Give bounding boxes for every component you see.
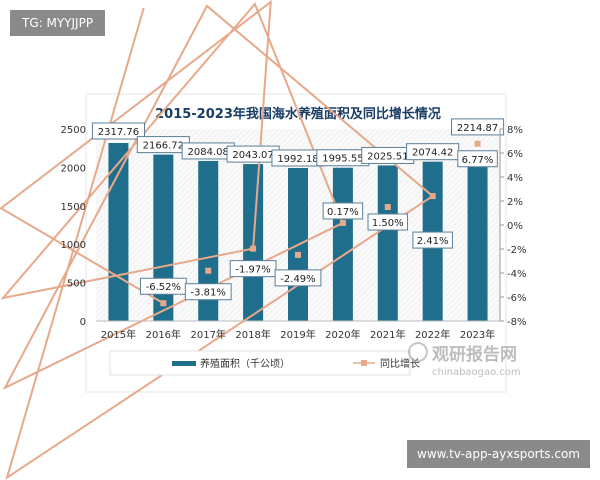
line-label: -6.52% — [146, 282, 181, 293]
x-tick: 2015年 — [101, 328, 136, 341]
line-label: -1.97% — [235, 265, 270, 276]
growth-line — [0, 0, 435, 480]
line-label: -3.81% — [191, 288, 226, 299]
line-label-box — [229, 260, 277, 278]
bar-label: 2074.42 — [412, 148, 453, 159]
x-tick: 2023年 — [460, 328, 495, 341]
bar-label: 1995.55 — [322, 154, 363, 165]
line-label-box — [412, 231, 453, 249]
x-tick: 2018年 — [235, 328, 270, 341]
y-right-tick: 0% — [507, 221, 523, 232]
bar-label: 2084.08 — [188, 147, 229, 158]
bar-label-box — [451, 118, 505, 136]
line-label: 6.77% — [462, 155, 494, 166]
logo-icon — [408, 342, 428, 362]
line-label: 2.41% — [417, 236, 449, 247]
line-label: 0.17% — [327, 207, 359, 218]
y-left-tick: 0 — [80, 317, 86, 328]
x-tick: 2021年 — [370, 328, 405, 341]
line-label-box — [457, 150, 498, 168]
x-tick: 2020年 — [325, 328, 360, 341]
line-point — [474, 140, 481, 147]
y-right-tick: -2% — [507, 245, 526, 256]
line-label-box — [274, 269, 322, 287]
bar — [153, 154, 174, 321]
x-tick: 2019年 — [280, 328, 315, 341]
y-right-tick: 2% — [507, 197, 523, 208]
y-right-tick: -6% — [507, 293, 526, 304]
watermark-bottom: www.tv-app-ayxsports.com — [407, 440, 590, 468]
chart-title: 2015-2023年我国海水养殖面积及同比增长情况 — [155, 106, 441, 122]
logo: 观研报告网 chinabaogao.com — [408, 342, 521, 378]
line-point — [429, 193, 436, 200]
y-right-tick: 4% — [507, 173, 523, 184]
legend-bar-label: 养殖面积（千公顷） — [200, 357, 290, 370]
bar-label: 2317.76 — [98, 127, 139, 138]
x-tick: 2017年 — [190, 328, 225, 341]
bar — [467, 150, 488, 321]
y-left-tick: 2000 — [61, 163, 86, 174]
bar-label: 2025.51 — [367, 151, 408, 162]
bar — [198, 160, 219, 321]
y-left-tick: 500 — [67, 279, 86, 290]
legend: 养殖面积（千公顷） 同比增长 — [109, 350, 420, 376]
line-point — [384, 204, 391, 210]
y-left-tick: 2500 — [61, 125, 86, 136]
bar-label: 2166.72 — [143, 141, 184, 152]
x-tick: 2022年 — [415, 328, 450, 341]
watermark-top: TG: MYYJJPP — [10, 10, 106, 36]
bar-label-box — [91, 122, 145, 140]
y-left-tick: 1500 — [61, 202, 86, 213]
line-label-box — [184, 283, 232, 301]
y-left-tick: 1000 — [61, 240, 86, 251]
y-right-tick: 6% — [507, 149, 523, 160]
line-point — [250, 245, 257, 252]
bar — [332, 167, 353, 321]
line-label-box — [322, 202, 364, 220]
bar-label: 2214.87 — [457, 123, 498, 134]
line-label: 1.50% — [372, 218, 404, 229]
line-point — [160, 300, 167, 307]
legend-bar-swatch — [172, 361, 196, 366]
line-label: -2.49% — [280, 274, 315, 285]
x-tick: 2016年 — [146, 328, 181, 341]
line-point — [295, 251, 301, 258]
bar-label: 1992.18 — [277, 154, 318, 165]
legend-line-label: 同比增长 — [380, 357, 420, 370]
logo-name: 观研报告网 — [431, 344, 517, 365]
line-label-box — [367, 213, 409, 231]
y-right-tick: -8% — [507, 317, 526, 328]
line-point — [339, 219, 346, 226]
bar — [377, 165, 398, 321]
y-right-tick: 8% — [507, 125, 523, 136]
logo-url: chinabaogao.com — [432, 367, 521, 378]
bar-label: 2043.07 — [232, 150, 273, 161]
y-right-tick: -4% — [507, 269, 526, 280]
bar — [108, 142, 129, 321]
line-point — [205, 267, 212, 274]
